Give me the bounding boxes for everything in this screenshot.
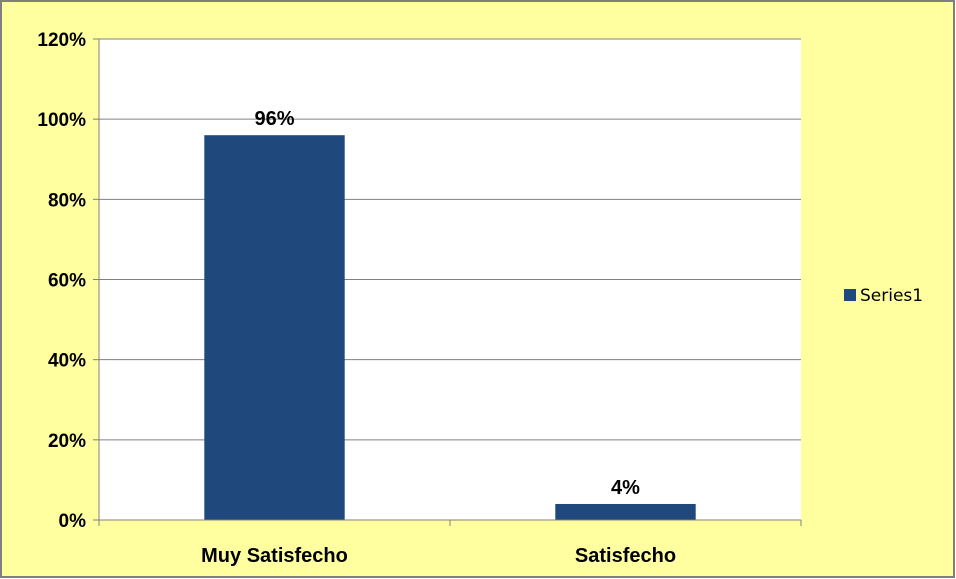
labels: 0% 20% 40% 60% 80% 100% 120% 96% Muy Satisfecho 4… bbox=[37, 30, 676, 567]
bar bbox=[204, 135, 345, 520]
y-tick-label: 100% bbox=[37, 110, 86, 131]
y-tick-label: 20% bbox=[48, 431, 86, 452]
data-label: 96% bbox=[254, 108, 294, 130]
legend: Series1 bbox=[844, 286, 923, 306]
bars bbox=[204, 135, 696, 520]
legend-swatch bbox=[844, 289, 856, 301]
x-tick-label: Satisfecho bbox=[575, 545, 676, 567]
y-tick-label: 60% bbox=[48, 271, 86, 292]
y-tick-label: 40% bbox=[48, 351, 86, 372]
y-tick-label: 80% bbox=[48, 190, 86, 211]
y-tick-label: 0% bbox=[59, 511, 87, 532]
axes bbox=[93, 38, 802, 526]
bar bbox=[555, 503, 696, 520]
data-label: 4% bbox=[611, 477, 640, 499]
legend-label: Series1 bbox=[860, 286, 923, 306]
x-tick-label: Muy Satisfecho bbox=[201, 545, 348, 567]
y-tick-label: 120% bbox=[37, 30, 86, 51]
